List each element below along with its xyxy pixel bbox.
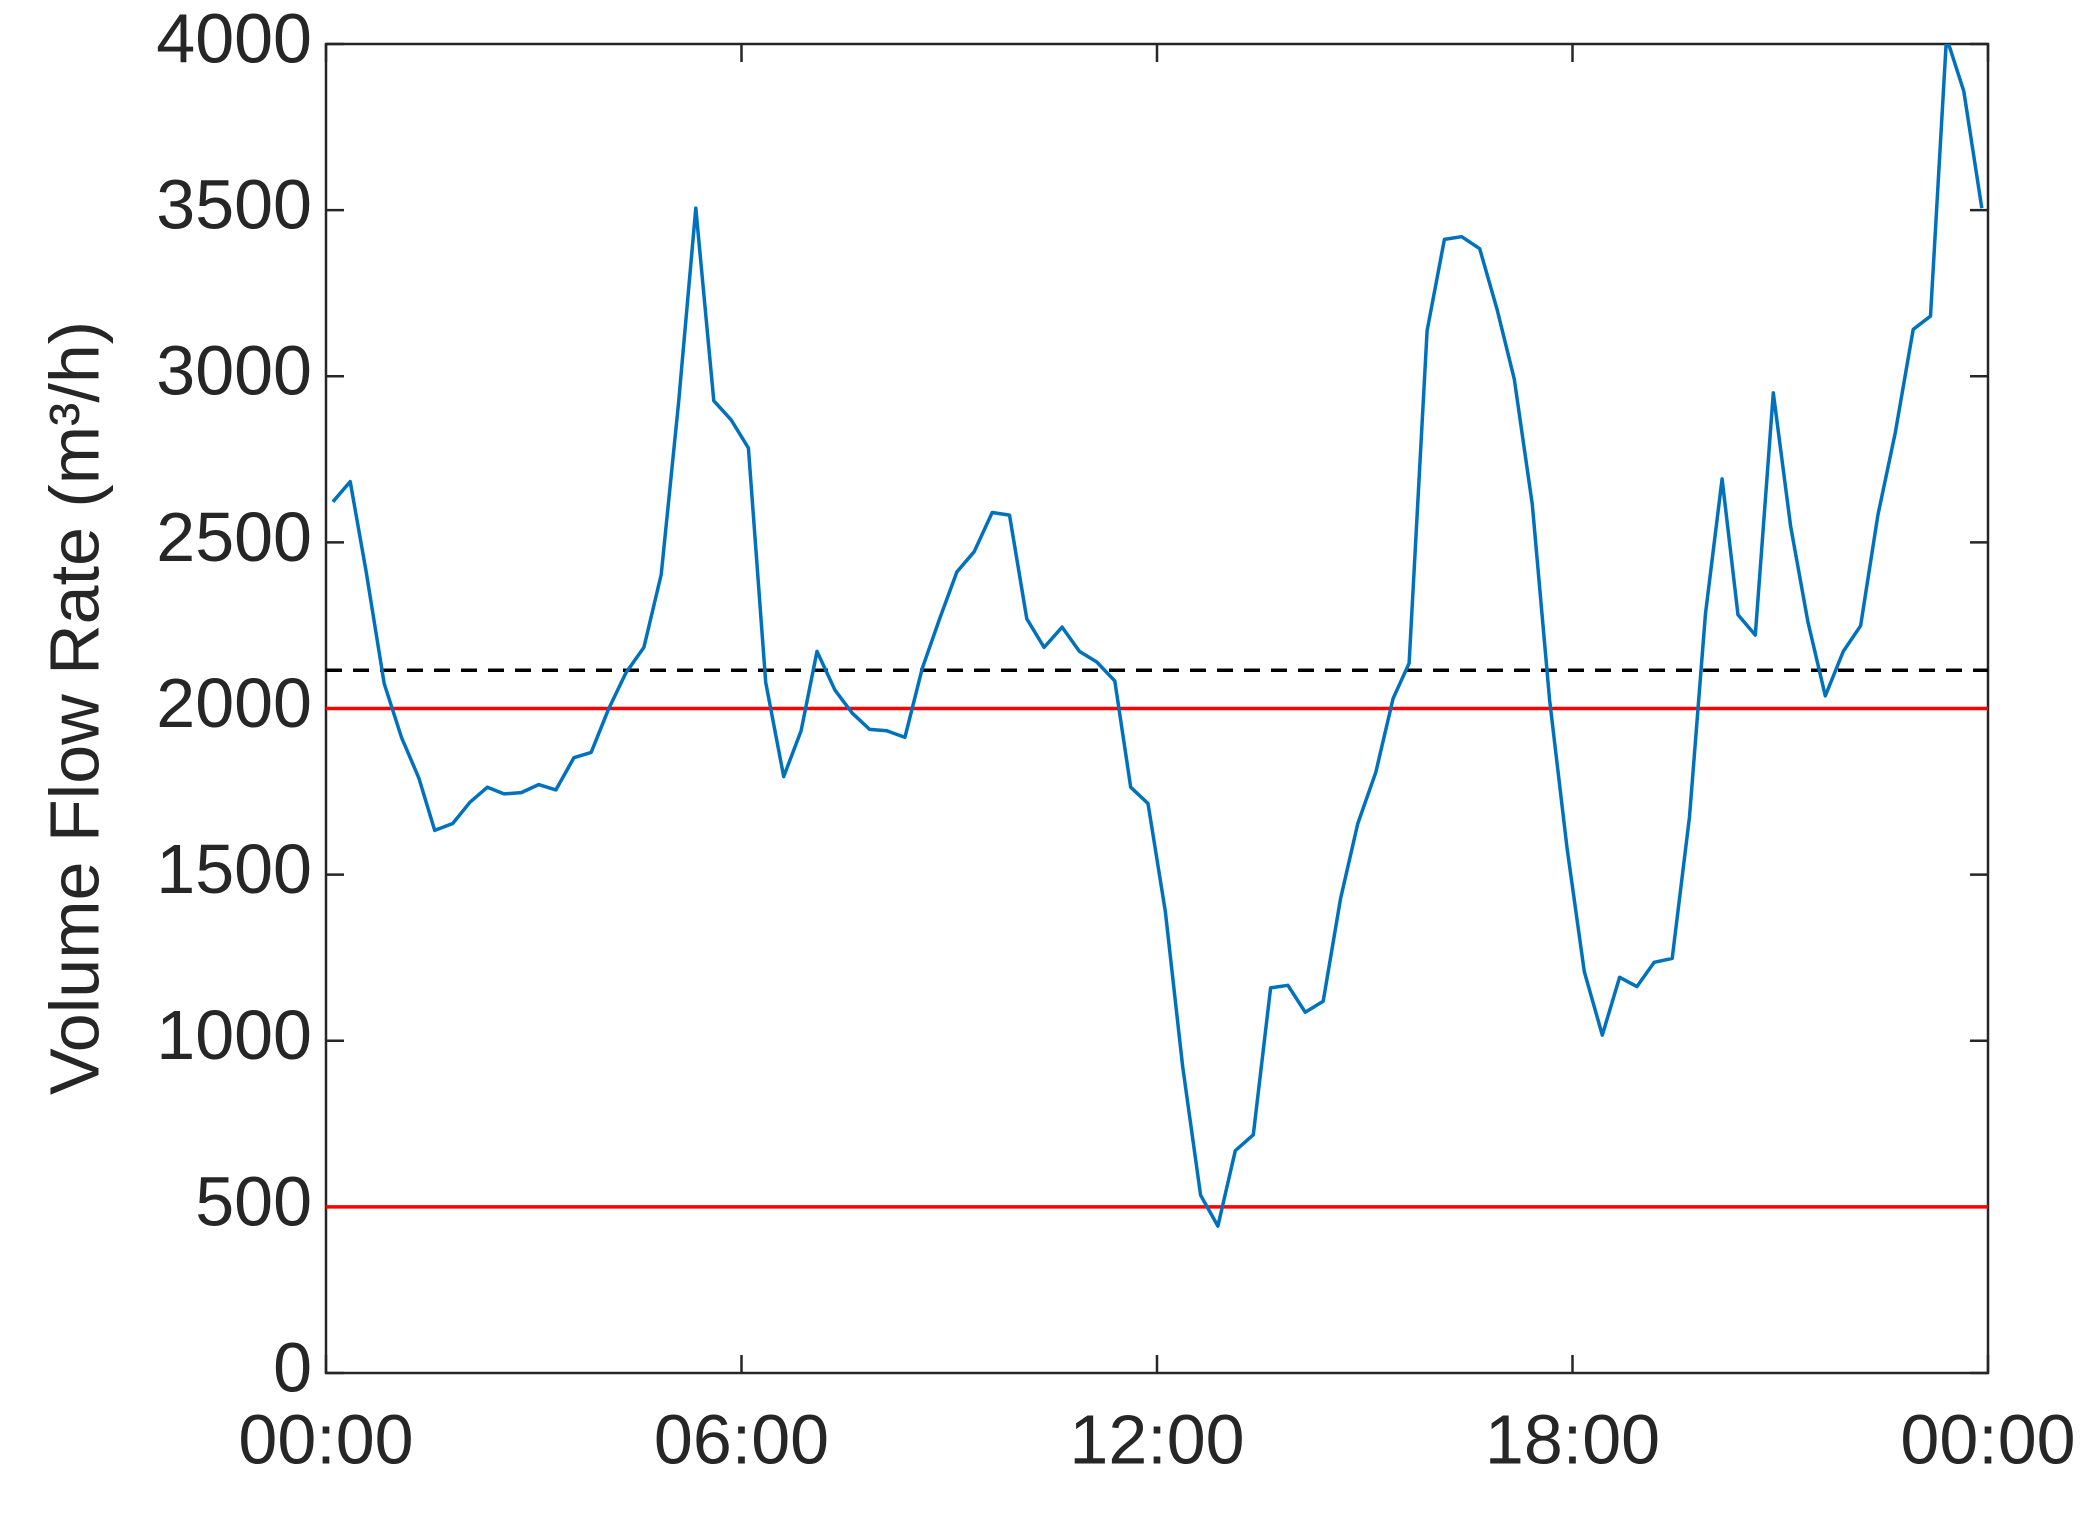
x-tick-label: 00:00	[238, 1400, 413, 1478]
y-tick-label: 0	[273, 1328, 312, 1406]
y-tick-label: 1000	[156, 996, 312, 1074]
y-tick-label: 1500	[156, 830, 312, 908]
x-tick-label: 12:00	[1069, 1400, 1244, 1478]
data-line	[331, 44, 1984, 1228]
y-tick-label: 2500	[156, 498, 312, 576]
y-tick-label: 4000	[156, 0, 312, 77]
y-tick-label: 3000	[156, 332, 312, 410]
x-tick-label: 00:00	[1900, 1400, 2075, 1478]
y-axis-label: Volume Flow Rate (m³/h)	[35, 321, 113, 1095]
y-tick-label: 2000	[156, 664, 312, 742]
x-tick-label: 18:00	[1485, 1400, 1660, 1478]
y-tick-label: 3500	[156, 166, 312, 244]
y-tick-label: 500	[195, 1162, 312, 1240]
x-tick-label: 06:00	[654, 1400, 829, 1478]
